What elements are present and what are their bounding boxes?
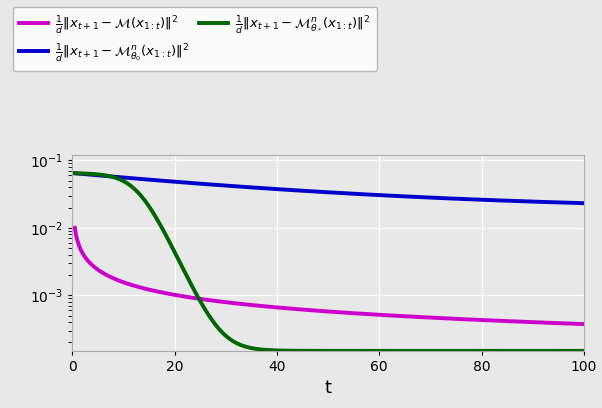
X-axis label: t: t	[324, 379, 332, 397]
Legend: $\frac{1}{d}\|x_{t+1} - \mathcal{M}(x_{1:t})\|^2$, $\frac{1}{d}\|x_{t+1} - \math: $\frac{1}{d}\|x_{t+1} - \mathcal{M}(x_{1…	[13, 7, 377, 71]
